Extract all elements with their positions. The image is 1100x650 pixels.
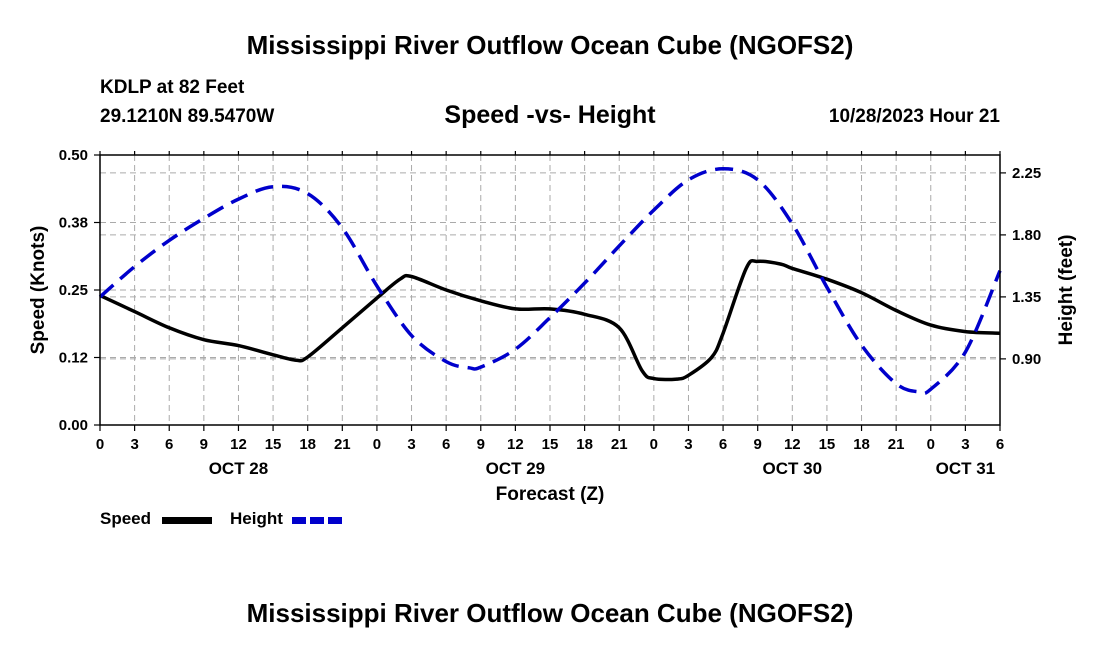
axes: 0 3 6 9 12 15 18 21 0 3 6 9 12 15 18 21 0 3 6 9 12 15 18 21 0 3 6O… <box>59 147 1041 478</box>
x-tick-label: 6 <box>996 436 1004 453</box>
x-tick-label: 6 <box>165 436 173 453</box>
y-axis-label: Speed (Knots) <box>28 226 49 355</box>
y2-tick-label: 1.35 <box>1012 289 1041 306</box>
station-coordinates: 29.1210N 89.5470W <box>100 106 275 127</box>
x-tick-label: 3 <box>961 436 969 453</box>
chart-title: Mississippi River Outflow Ocean Cube (NG… <box>246 30 854 60</box>
y2-axis-label: Height (feet) <box>1056 235 1077 346</box>
x-axis-label: Forecast (Z) <box>496 484 605 505</box>
x-tick-label: 0 <box>96 436 104 453</box>
x-tick-label: 9 <box>754 436 762 453</box>
speed-series-line <box>99 258 1001 382</box>
date-label: OCT 30 <box>763 459 823 478</box>
y2-tick-label: 1.80 <box>1012 227 1041 244</box>
grid-lines <box>100 155 1000 425</box>
y2-tick-label: 0.90 <box>1012 351 1041 368</box>
x-tick-label: 18 <box>576 436 593 453</box>
x-tick-label: 21 <box>611 436 628 453</box>
height-series-line <box>98 167 1002 396</box>
x-tick-label: 0 <box>373 436 381 453</box>
chart-subtitle: Speed -vs- Height <box>444 101 656 129</box>
x-tick-label: 18 <box>299 436 316 453</box>
legend-speed-label: Speed <box>100 509 152 528</box>
x-tick-label: 6 <box>442 436 450 453</box>
legend-height-label: Height <box>230 509 283 528</box>
y-tick-label: 0.12 <box>59 350 88 367</box>
x-tick-label: 12 <box>784 436 801 453</box>
x-tick-label: 6 <box>719 436 727 453</box>
x-tick-label: 21 <box>888 436 905 453</box>
y2-tick-label: 2.25 <box>1012 165 1041 182</box>
x-tick-label: 3 <box>407 436 415 453</box>
date-label: OCT 31 <box>936 459 996 478</box>
y-tick-label: 0.00 <box>59 417 88 434</box>
forecast-datetime: 10/28/2023 Hour 21 <box>828 106 1000 127</box>
station-label: KDLP at 82 Feet <box>100 77 245 98</box>
x-tick-label: 15 <box>265 436 282 453</box>
x-tick-label: 3 <box>130 436 138 453</box>
x-tick-label: 0 <box>927 436 935 453</box>
date-label: OCT 29 <box>486 459 546 478</box>
y-tick-label: 0.50 <box>59 147 88 164</box>
x-tick-label: 12 <box>507 436 524 453</box>
x-tick-label: 3 <box>684 436 692 453</box>
date-label: OCT 28 <box>209 459 269 478</box>
legend-speed-swatch <box>162 517 212 524</box>
x-tick-label: 15 <box>542 436 559 453</box>
y-tick-label: 0.38 <box>59 215 88 232</box>
x-tick-label: 9 <box>200 436 208 453</box>
x-tick-label: 9 <box>477 436 485 453</box>
x-tick-label: 21 <box>334 436 351 453</box>
footer-title: Mississippi River Outflow Ocean Cube (NG… <box>246 598 854 628</box>
x-tick-label: 12 <box>230 436 247 453</box>
series-lines <box>98 167 1002 396</box>
x-tick-label: 15 <box>819 436 836 453</box>
x-tick-label: 18 <box>853 436 870 453</box>
legend-height-swatch <box>292 517 342 524</box>
x-tick-label: 0 <box>650 436 658 453</box>
y-tick-label: 0.25 <box>59 282 88 299</box>
